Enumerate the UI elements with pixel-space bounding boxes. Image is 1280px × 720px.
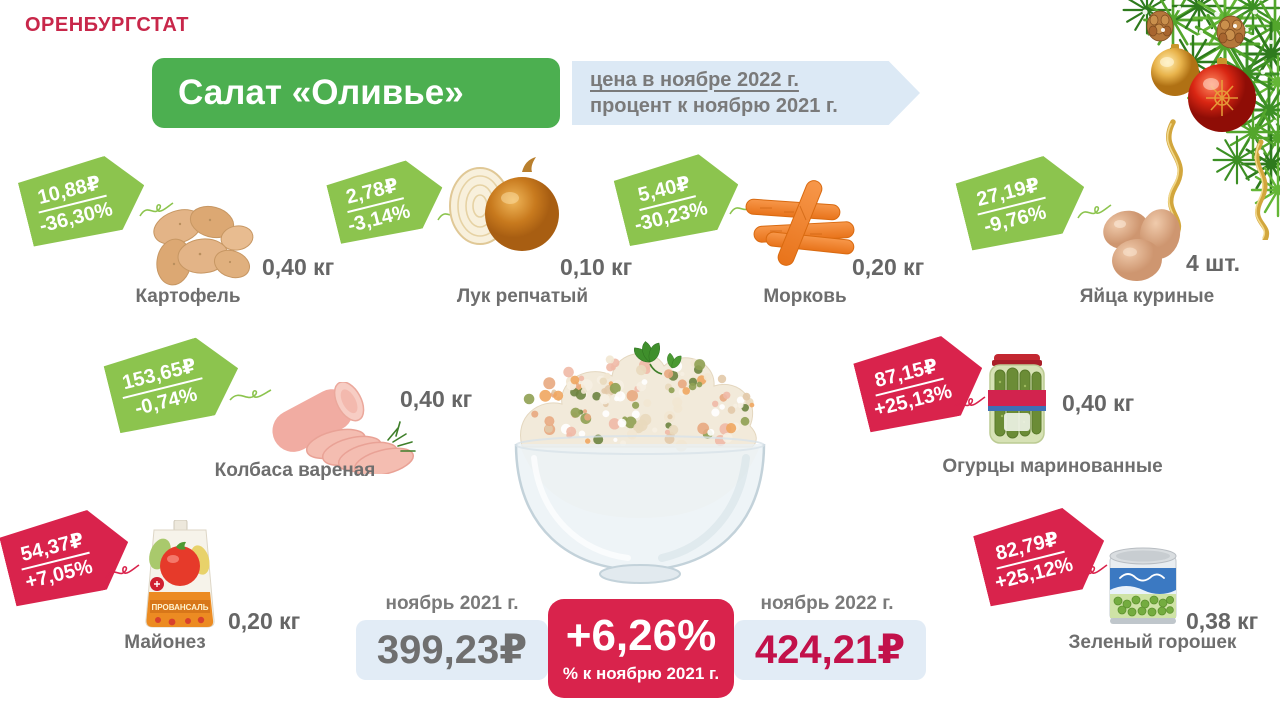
price-value: 87,15₽ xyxy=(869,352,944,396)
legend-line-price: цена в ноябре 2022 г. xyxy=(590,68,799,91)
brand-logo-text: ОРЕНБУРГСТАТ xyxy=(25,14,189,36)
title-banner: Салат «Оливье» xyxy=(152,58,560,128)
amount-label: 0,10 кг xyxy=(560,254,633,280)
product-name: Огурцы маринованные xyxy=(942,456,1163,477)
legend-line-percent: процент к ноябрю 2021 г. xyxy=(590,94,838,117)
price-tag: 82,79₽ +25,12% xyxy=(972,500,1115,612)
product-name: Колбаса вареная xyxy=(214,460,376,481)
amount-label: 0,20 кг xyxy=(228,608,301,634)
price-tag: 27,19₽ -9,76% xyxy=(954,148,1094,256)
price-tag: 10,88₽ -36,30% xyxy=(17,148,154,251)
tag-connector xyxy=(139,202,174,217)
price-value: 10,88₽ xyxy=(32,169,107,213)
pickles-jar-image xyxy=(988,354,1046,444)
amount-label: 0,40 кг xyxy=(400,386,473,412)
mayonnaise-image: ПРОВАНСАЛЬ xyxy=(145,520,215,628)
percent-change: -0,74% xyxy=(132,382,200,420)
tag-connector xyxy=(437,206,472,221)
price-value: 82,79₽ xyxy=(990,525,1065,569)
summary-old-price-box: 399,23₽ xyxy=(356,620,548,680)
legend-arrow-banner: цена в ноябре 2022 г. процент к ноябрю 2… xyxy=(572,61,920,125)
tag-connector xyxy=(951,396,986,411)
amount-label: 0,38 кг xyxy=(1186,608,1259,634)
price-value: 54,37₽ xyxy=(15,526,90,570)
price-tag: 153,65₽ -0,74% xyxy=(102,329,247,438)
price-value: 2,78₽ xyxy=(340,171,404,212)
percent-change: -3,14% xyxy=(345,199,413,237)
summary-old-date-label: ноябрь 2021 г. xyxy=(385,593,519,614)
tag-connector xyxy=(229,389,272,401)
gold-bauble xyxy=(1151,44,1199,96)
product-name: Яйца куриные xyxy=(1079,286,1215,307)
percent-change: +25,13% xyxy=(871,379,955,421)
summary-change-caption: % к ноябрю 2021 г. xyxy=(562,663,720,683)
amount-label: 0,40 кг xyxy=(262,254,335,280)
olivier-salad-bowl-image xyxy=(514,341,766,584)
summary-change-box: +6,26% % к ноябрю 2021 г. xyxy=(548,599,734,698)
product-name: Картофель xyxy=(135,286,241,307)
snow-dots xyxy=(1142,5,1278,155)
summary-change-value: +6,26% xyxy=(565,610,717,660)
price-value: 153,65₽ xyxy=(117,352,202,399)
parsley-garnish xyxy=(634,341,682,375)
pine-cone xyxy=(1216,15,1246,49)
product-name: Лук репчатый xyxy=(456,286,589,307)
percent-change: -30,23% xyxy=(632,196,710,236)
price-value: 27,19₽ xyxy=(971,171,1046,215)
percent-change: -9,76% xyxy=(981,200,1049,238)
price-value: 5,40₽ xyxy=(632,169,696,210)
amount-label: 0,20 кг xyxy=(852,254,925,280)
percent-change: -36,30% xyxy=(37,197,115,237)
price-tag: 5,40₽ -30,23% xyxy=(612,147,747,252)
product-name: Майонез xyxy=(124,632,206,653)
percent-change: +7,05% xyxy=(23,555,95,594)
summary-new-price-box: 424,21₽ xyxy=(734,620,926,680)
mayo-package-text: ПРОВАНСАЛЬ xyxy=(152,603,209,612)
carrot-image xyxy=(745,180,855,266)
pine-cone xyxy=(1146,10,1174,42)
page-title: Салат «Оливье» xyxy=(178,73,464,112)
gold-ribbon xyxy=(1166,119,1270,240)
percent-change: +25,12% xyxy=(992,552,1076,594)
tag-connector xyxy=(105,564,140,579)
sausage-image xyxy=(272,382,416,474)
summary-old-price: 399,23₽ xyxy=(376,628,528,672)
onion-image xyxy=(449,157,559,251)
peas-can-image xyxy=(1109,547,1177,624)
price-tag: 2,78₽ -3,14% xyxy=(325,153,451,248)
amount-label: 0,40 кг xyxy=(1062,390,1135,416)
tag-connector xyxy=(1073,564,1108,579)
product-name: Зеленый горошек xyxy=(1068,632,1237,653)
summary-new-date-label: ноябрь 2022 г. xyxy=(760,593,894,614)
potato-image xyxy=(153,205,254,286)
product-name: Морковь xyxy=(763,286,847,307)
tag-connector xyxy=(729,200,764,215)
summary-new-price: 424,21₽ xyxy=(754,628,906,672)
red-bauble xyxy=(1188,58,1256,132)
price-tag: 54,37₽ +7,05% xyxy=(0,502,138,612)
price-tag: 87,15₽ +25,13% xyxy=(852,328,992,438)
amount-label: 4 шт. xyxy=(1186,250,1240,276)
christmas-decoration xyxy=(1122,0,1280,240)
